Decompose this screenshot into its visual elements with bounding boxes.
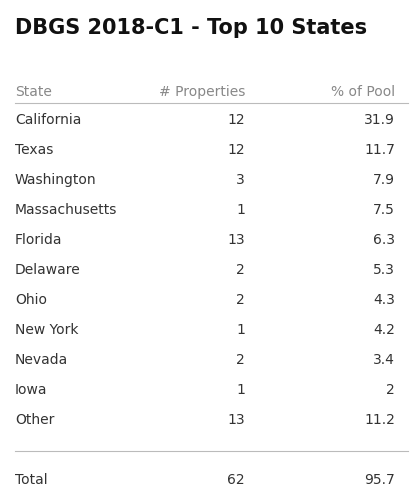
Text: 4.3: 4.3 <box>373 293 395 307</box>
Text: 2: 2 <box>236 293 245 307</box>
Text: Florida: Florida <box>15 233 63 247</box>
Text: 1: 1 <box>236 383 245 397</box>
Text: Other: Other <box>15 413 54 427</box>
Text: 11.7: 11.7 <box>364 143 395 157</box>
Text: Delaware: Delaware <box>15 263 81 277</box>
Text: 1: 1 <box>236 203 245 217</box>
Text: 1: 1 <box>236 323 245 337</box>
Text: 7.9: 7.9 <box>373 173 395 187</box>
Text: Total: Total <box>15 473 47 487</box>
Text: 2: 2 <box>386 383 395 397</box>
Text: 13: 13 <box>227 233 245 247</box>
Text: Massachusetts: Massachusetts <box>15 203 117 217</box>
Text: Iowa: Iowa <box>15 383 47 397</box>
Text: State: State <box>15 85 52 99</box>
Text: 95.7: 95.7 <box>364 473 395 487</box>
Text: Nevada: Nevada <box>15 353 68 367</box>
Text: 7.5: 7.5 <box>373 203 395 217</box>
Text: 13: 13 <box>227 413 245 427</box>
Text: 3.4: 3.4 <box>373 353 395 367</box>
Text: 3: 3 <box>236 173 245 187</box>
Text: 4.2: 4.2 <box>373 323 395 337</box>
Text: 12: 12 <box>227 113 245 127</box>
Text: California: California <box>15 113 81 127</box>
Text: 11.2: 11.2 <box>364 413 395 427</box>
Text: New York: New York <box>15 323 79 337</box>
Text: 5.3: 5.3 <box>373 263 395 277</box>
Text: 31.9: 31.9 <box>364 113 395 127</box>
Text: Texas: Texas <box>15 143 53 157</box>
Text: 2: 2 <box>236 353 245 367</box>
Text: % of Pool: % of Pool <box>331 85 395 99</box>
Text: 62: 62 <box>227 473 245 487</box>
Text: Ohio: Ohio <box>15 293 47 307</box>
Text: 6.3: 6.3 <box>373 233 395 247</box>
Text: 12: 12 <box>227 143 245 157</box>
Text: DBGS 2018-C1 - Top 10 States: DBGS 2018-C1 - Top 10 States <box>15 18 367 38</box>
Text: # Properties: # Properties <box>159 85 245 99</box>
Text: 2: 2 <box>236 263 245 277</box>
Text: Washington: Washington <box>15 173 97 187</box>
